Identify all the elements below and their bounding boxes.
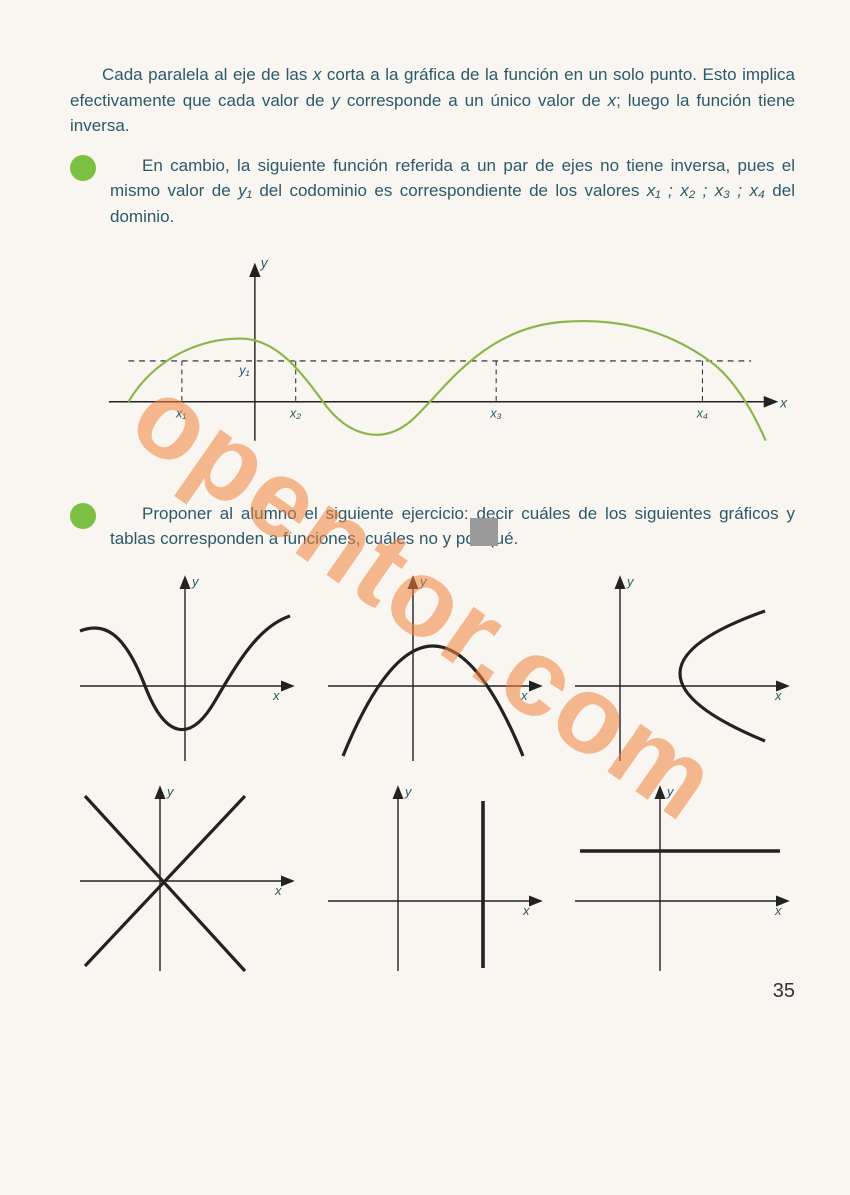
sep: ; <box>695 181 715 200</box>
sep: ; <box>730 181 750 200</box>
axis-label-x: x <box>779 396 788 411</box>
small-chart-a: y x <box>70 566 300 766</box>
bullet-block-1: En cambio, la siguiente función referida… <box>70 153 795 230</box>
var-x3: x₃ <box>715 181 730 200</box>
text: del codominio es correspondiente de los … <box>252 181 647 200</box>
paragraph-3: Proponer al alumno el siguiente ejercici… <box>110 501 795 552</box>
label-x3: x₃ <box>489 406 501 420</box>
page-number: 35 <box>773 976 795 1006</box>
var-x4: x₄ <box>750 181 765 200</box>
main-chart: y x y₁ x₁ x₂ x₃ x₄ <box>70 243 795 481</box>
small-chart-f: y x <box>565 776 795 976</box>
axis-label-y: y <box>260 256 269 271</box>
small-chart-e: y x <box>318 776 548 976</box>
watermark-square <box>470 518 498 546</box>
var-x: x <box>608 91 617 110</box>
svg-text:y: y <box>404 784 413 799</box>
bullet-dot <box>70 503 96 529</box>
var-y: y <box>331 91 340 110</box>
small-chart-b: y x <box>318 566 548 766</box>
paragraph-1: Cada paralela al eje de las x corta a la… <box>70 62 795 139</box>
svg-text:x: x <box>774 688 782 703</box>
label-y1: y₁ <box>238 364 249 378</box>
var-x1: x₁ <box>647 181 661 200</box>
svg-text:x: x <box>520 688 528 703</box>
bullet-block-2: Proponer al alumno el siguiente ejercici… <box>70 501 795 552</box>
var-y1: y₁ <box>238 181 252 200</box>
label-x4: x₄ <box>696 406 708 420</box>
svg-text:y: y <box>191 574 200 589</box>
svg-text:x: x <box>274 883 282 898</box>
text: corresponde a un único valor de <box>340 91 608 110</box>
bullet-dot <box>70 155 96 181</box>
text: Proponer al alumno el siguiente ejercici… <box>110 501 795 552</box>
label-x2: x₂ <box>289 406 301 420</box>
svg-text:y: y <box>166 784 175 799</box>
svg-text:y: y <box>626 574 635 589</box>
charts-row-1: y x y x y x <box>70 566 795 766</box>
label-x1: x₁ <box>175 406 186 420</box>
svg-text:x: x <box>522 903 530 918</box>
charts-row-2: y x y x y x <box>70 776 795 976</box>
svg-text:y: y <box>419 574 428 589</box>
sep: ; <box>661 181 681 200</box>
svg-text:y: y <box>666 784 675 799</box>
text: Cada paralela al eje de las <box>102 65 313 84</box>
var-x2: x₂ <box>680 181 695 200</box>
svg-text:x: x <box>774 903 782 918</box>
paragraph-2: En cambio, la siguiente función referida… <box>110 153 795 230</box>
small-chart-c: y x <box>565 566 795 766</box>
svg-text:x: x <box>272 688 280 703</box>
small-chart-d: y x <box>70 776 300 976</box>
